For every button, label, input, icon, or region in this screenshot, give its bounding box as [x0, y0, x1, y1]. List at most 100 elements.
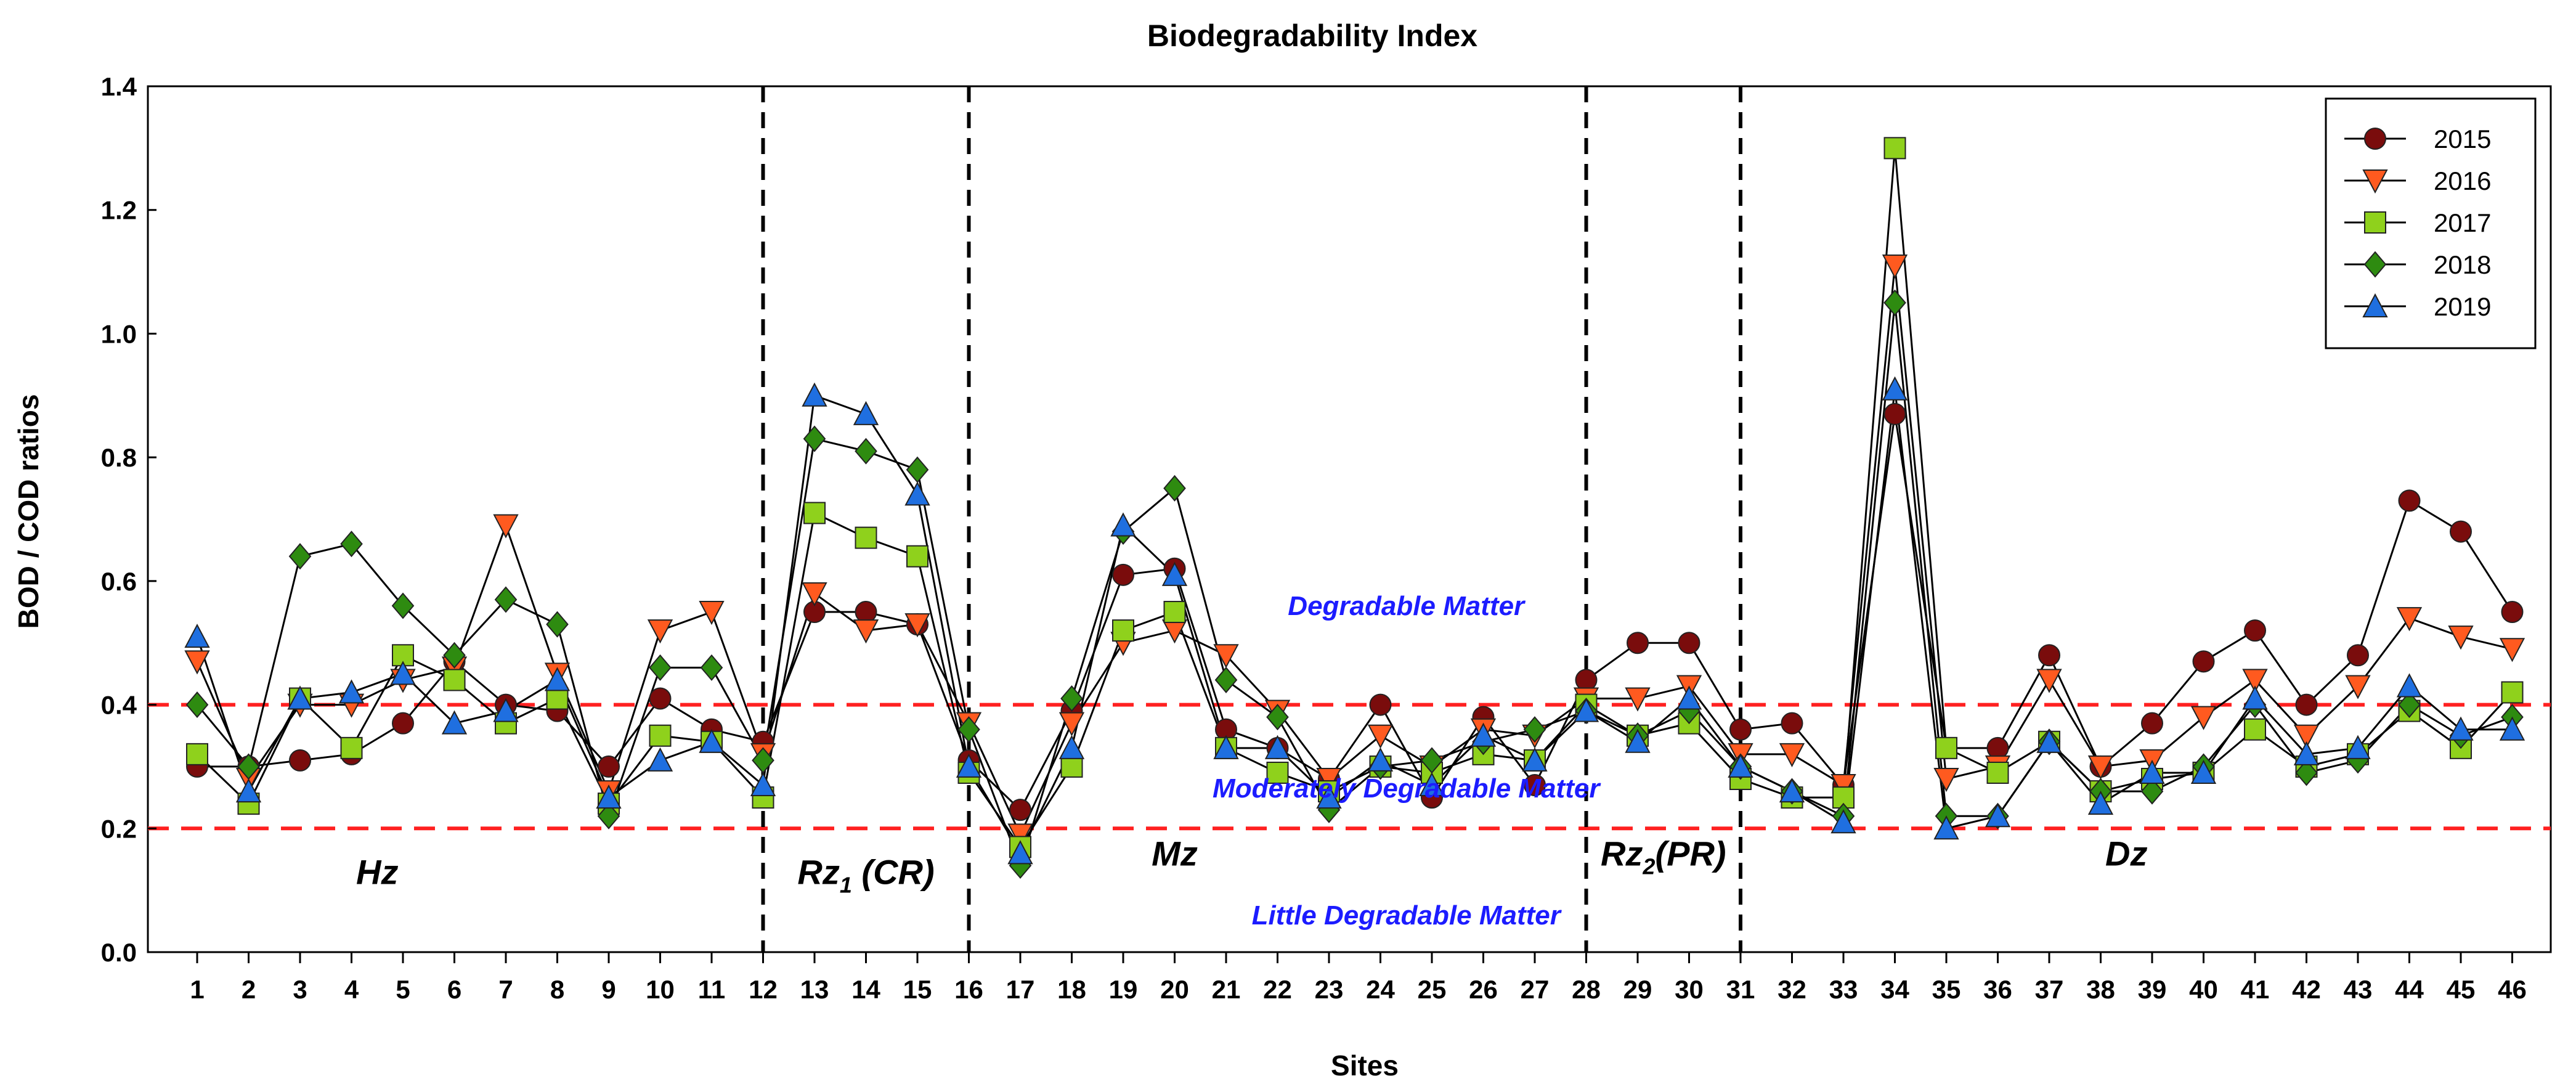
y-tick-label: 1.2 [101, 196, 137, 225]
point-2018-site-3 [288, 543, 312, 570]
point-2017-site-14 [855, 526, 877, 549]
legend: 2015 2016 2017 2018 2019 [2325, 97, 2537, 349]
point-2019-site-14 [853, 401, 879, 425]
point-2016-site-32 [1779, 743, 1805, 767]
point-2019-site-24 [1367, 747, 1394, 772]
point-2019-site-21 [1213, 735, 1239, 759]
x-tick-label: 7 [498, 975, 513, 1004]
point-2018-site-7 [494, 586, 518, 613]
point-2018-site-6 [443, 642, 466, 669]
point-2018-site-9 [597, 802, 620, 829]
point-2019-site-31 [1728, 753, 1753, 778]
point-2018-site-18 [1060, 685, 1083, 712]
x-tick-label: 30 [1675, 975, 1704, 1004]
point-2019-site-43 [2345, 735, 2371, 759]
x-ticks: 1 2 3 4 5 6 7 8 9 10 11 12 13 14 15 16 17 18 19 20 21 22 23 24 2… [190, 952, 2527, 1004]
point-2019-site-44 [2396, 673, 2423, 698]
point-2019-site-8 [544, 667, 571, 691]
point-2017-site-22 [1266, 761, 1289, 784]
point-2015-site-41 [2244, 619, 2266, 642]
point-2016-site-17 [1007, 823, 1033, 848]
point-2019-site-40 [2190, 759, 2217, 784]
series-line-2016 [196, 265, 2513, 837]
point-2018-site-22 [1266, 704, 1289, 731]
point-2015-site-9 [598, 755, 620, 778]
legend-label-2018: 2018 [2434, 250, 2491, 279]
x-tick-label: 45 [2447, 975, 2476, 1004]
legend-label-2019: 2019 [2434, 292, 2491, 321]
x-tick-label: 11 [698, 975, 725, 1004]
legend-label-2016: 2016 [2434, 166, 2491, 195]
point-2019-site-45 [2448, 716, 2474, 741]
point-2015-site-43 [2347, 644, 2369, 667]
point-2019-site-6 [441, 710, 468, 735]
x-tick-label: 23 [1315, 975, 1344, 1004]
x-tick-label: 2 [242, 975, 256, 1004]
point-2016-site-10 [647, 619, 673, 644]
x-tick-label: 38 [2086, 975, 2115, 1004]
point-2016-site-46 [2499, 638, 2525, 662]
point-2016-site-34 [1882, 255, 1908, 279]
zone-label-Hz: Hz [356, 853, 398, 892]
point-2015-site-10 [649, 687, 672, 710]
annotation-2: Little Degradable Matter [1252, 900, 1562, 931]
point-2018-site-16 [957, 716, 980, 743]
zone-label-Rz1: Rz1 (CR) [797, 853, 934, 898]
point-2018-site-4 [340, 531, 363, 558]
x-tick-label: 27 [1521, 975, 1550, 1004]
point-2019-site-29 [1625, 728, 1651, 753]
point-2015-site-31 [1729, 718, 1752, 741]
x-tick-label: 24 [1366, 975, 1395, 1004]
point-2016-site-23 [1316, 768, 1342, 793]
point-2019-site-4 [338, 679, 365, 704]
point-2018-site-44 [2398, 691, 2421, 719]
point-2015-site-29 [1627, 632, 1649, 654]
x-tick-label: 12 [749, 975, 778, 1004]
x-tick-label: 18 [1057, 975, 1086, 1004]
chart-title: Biodegradability Index [1147, 18, 1477, 53]
point-2019-site-17 [1007, 840, 1033, 865]
x-tick-label: 22 [1263, 975, 1292, 1004]
point-2018-site-34 [1883, 289, 1906, 316]
point-2016-site-1 [184, 650, 210, 675]
point-2019-site-41 [2242, 685, 2268, 710]
point-2018-site-5 [391, 592, 415, 619]
point-2015-site-45 [2450, 520, 2472, 543]
x-tick-label: 41 [2241, 975, 2270, 1004]
point-2017-site-35 [1935, 736, 1957, 759]
legend-label-2015: 2015 [2434, 124, 2491, 153]
x-tick-label: 17 [1006, 975, 1035, 1004]
point-2015-site-3 [289, 749, 311, 772]
point-2019-site-34 [1882, 376, 1908, 401]
point-2016-site-24 [1367, 724, 1394, 749]
data-series [184, 137, 2525, 879]
legend-marker-2019 [2362, 293, 2388, 317]
point-2016-site-37 [2036, 669, 2062, 693]
point-2016-site-21 [1213, 644, 1239, 669]
x-tick-label: 14 [851, 975, 880, 1004]
point-2015-site-40 [2192, 650, 2215, 673]
point-2019-site-2 [235, 778, 262, 803]
legend-marker-2015 [2364, 128, 2386, 150]
x-tick-label: 3 [293, 975, 307, 1004]
annotations: Degradable Matter Moderately Degradable M… [1213, 591, 1601, 931]
point-2017-site-15 [906, 545, 928, 568]
point-2017-site-10 [649, 724, 672, 747]
x-tick-label: 34 [1880, 975, 1909, 1004]
x-tick-label: 46 [2498, 975, 2527, 1004]
zone-label-Dz: Dz [2105, 834, 2147, 873]
point-2018-site-1 [185, 691, 209, 719]
point-2018-site-39 [2140, 778, 2164, 805]
point-2016-site-38 [2087, 755, 2114, 780]
x-tick-label: 25 [1418, 975, 1447, 1004]
point-2019-site-15 [904, 481, 930, 506]
point-2015-site-44 [2398, 489, 2421, 512]
point-2016-site-44 [2396, 607, 2423, 632]
x-tick-label: 6 [447, 975, 461, 1004]
point-2019-site-13 [802, 382, 827, 407]
x-tick-label: 37 [2035, 975, 2064, 1004]
point-2015-site-37 [2038, 644, 2060, 667]
point-2018-site-13 [803, 425, 826, 452]
x-axis-label: Sites [1331, 1049, 1399, 1082]
point-2019-site-30 [1676, 685, 1702, 710]
